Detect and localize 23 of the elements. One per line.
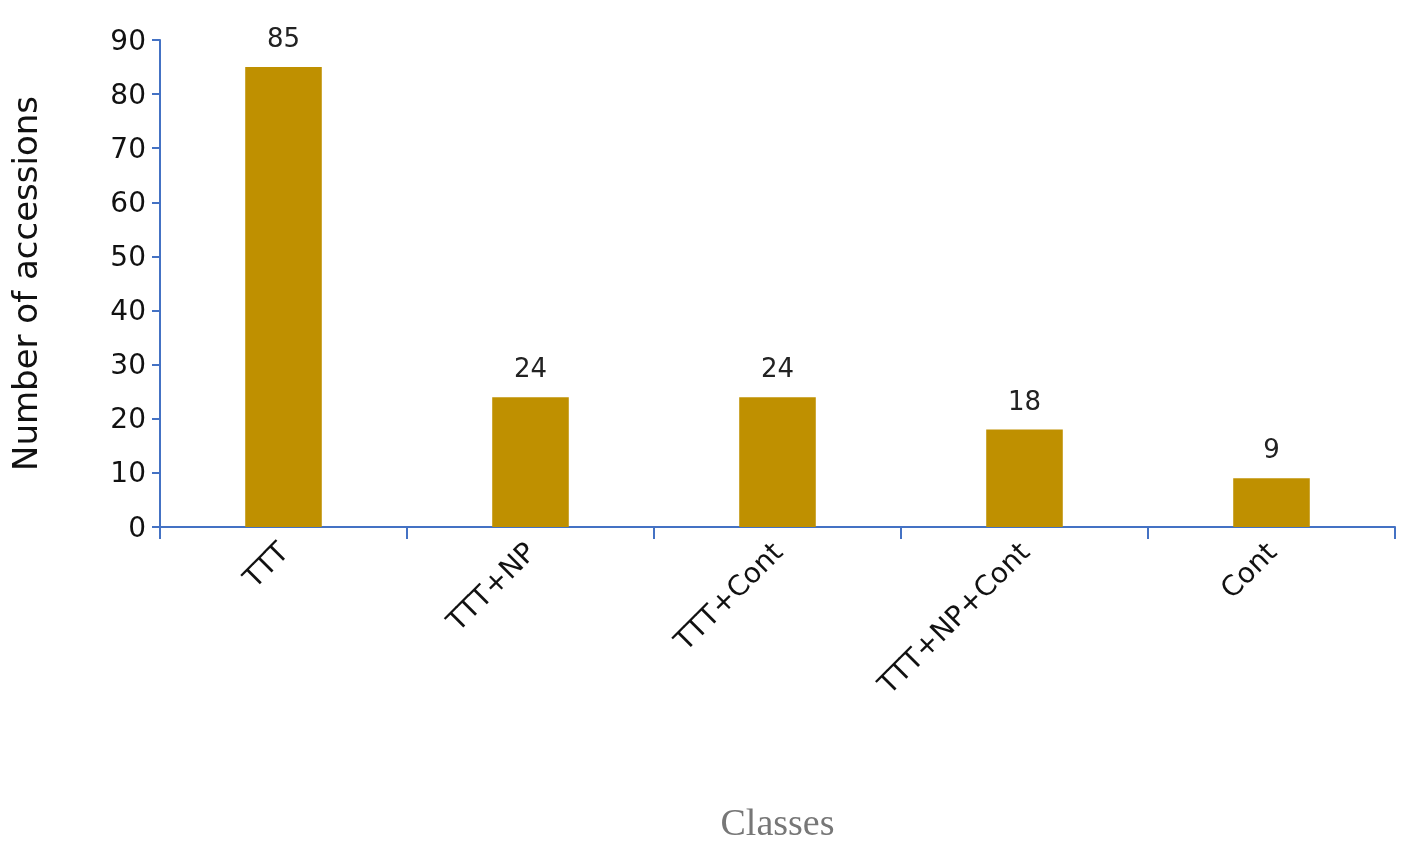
- data-label: 24: [760, 353, 795, 384]
- y-tick-label: 70: [110, 131, 146, 165]
- x-tick-label: TTT: [235, 534, 296, 595]
- y-tick-label: 90: [110, 23, 146, 57]
- bar: [1233, 478, 1310, 527]
- bar: [245, 67, 322, 527]
- y-tick-label: 0: [128, 510, 146, 544]
- bar: [986, 429, 1063, 527]
- data-label: 85: [266, 23, 301, 54]
- y-axis-title: Number of accessions: [5, 95, 45, 472]
- bar: [739, 397, 816, 527]
- x-axis-title: Classes: [720, 801, 835, 843]
- y-tick-label: 30: [110, 348, 146, 382]
- data-label: 24: [513, 353, 548, 384]
- y-tick-label: 50: [110, 239, 146, 273]
- data-label: 18: [1007, 385, 1042, 416]
- y-tick-label: 80: [110, 77, 146, 111]
- y-tick-label: 60: [110, 185, 146, 219]
- y-tick-label: 20: [110, 402, 146, 436]
- data-label: 9: [1263, 434, 1280, 465]
- bar: [492, 397, 569, 527]
- y-tick-label: 40: [110, 294, 146, 328]
- y-tick-label: 10: [110, 456, 146, 490]
